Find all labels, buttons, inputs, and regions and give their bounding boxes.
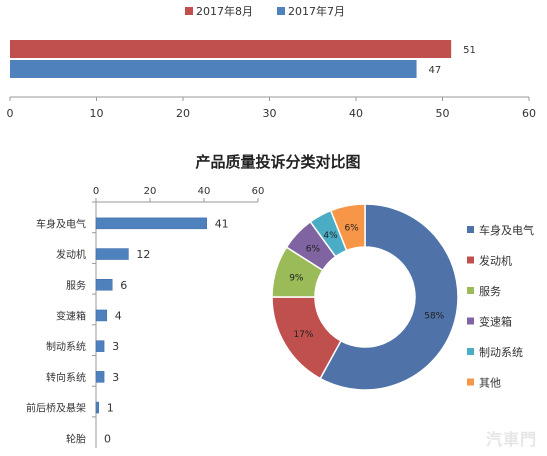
bar-3 (95, 309, 108, 322)
value-label-2: 6 (120, 279, 127, 292)
category-label-0: 车身及电气 (36, 217, 86, 230)
legend-label-5: 其他 (479, 377, 501, 390)
legend-swatch-0 (185, 7, 193, 15)
bar-5 (95, 371, 105, 383)
legend-swatch-0 (467, 226, 474, 233)
chart-title: 产品质量投诉分类对比图 (195, 153, 360, 171)
complaint-donut-chart: 58%17%9%6%4%6% (271, 203, 459, 391)
watermark-logo: 汽車門 (485, 430, 537, 449)
donut-label-1: 17% (293, 330, 313, 340)
donut-slice-0 (319, 203, 459, 391)
legend-label-4: 制动系统 (479, 346, 523, 359)
legend-swatch-4 (467, 348, 474, 355)
x-tick-label-3: 30 (263, 107, 277, 120)
donut-label-2: 9% (289, 274, 304, 284)
value-label-5: 3 (112, 371, 119, 384)
category-label-7: 轮胎 (66, 432, 86, 445)
bar-1 (10, 60, 417, 78)
value-label-1: 12 (136, 248, 150, 261)
category-label-1: 发动机 (56, 248, 86, 261)
legend-label-1: 发动机 (479, 254, 512, 268)
category-label-2: 服务 (66, 279, 86, 292)
legend-label-2: 服务 (479, 285, 501, 298)
value-label-6: 1 (107, 402, 114, 415)
bar-6 (95, 401, 99, 414)
x-tick-label-5: 50 (436, 107, 450, 120)
complaint-bar-chart: 0 20 40 60 车身及电气 41 发动机 12 服务 6 变速箱 4 制动系统 3 转向系统 3 前后桥及… (26, 186, 264, 448)
bar-1 (95, 248, 129, 260)
bar-0 (95, 217, 207, 230)
top-tick-label-1: 20 (144, 186, 157, 197)
legend-swatch-3 (467, 317, 474, 325)
category-label-5: 转向系统 (46, 371, 86, 384)
category-label-3: 变速箱 (56, 309, 86, 322)
donut-label-3: 6% (306, 245, 321, 255)
x-tick-label-6: 60 (522, 107, 536, 120)
x-tick-label-0: 0 (7, 107, 14, 120)
value-label-7: 0 (104, 432, 111, 445)
top-tick-label-2: 40 (198, 186, 211, 197)
donut-slice-5 (329, 203, 366, 252)
x-tick-label-4: 40 (349, 107, 363, 120)
legend-swatch-1 (277, 7, 285, 15)
legend-swatch-1 (467, 256, 474, 264)
donut-label-0: 58% (424, 311, 444, 321)
x-tick-label-2: 20 (176, 107, 190, 120)
bar-label-0: 51 (463, 45, 476, 56)
legend-label-0: 2017年8月 (196, 4, 253, 18)
category-label-6: 前后桥及悬架 (26, 402, 86, 415)
top-bar-chart: 2017年8月 2017年7月 51 47 0 10 20 30 40 50 60 (7, 4, 537, 120)
bar-2 (95, 279, 113, 291)
legend-label-3: 变速箱 (479, 315, 512, 329)
legend-label-1: 2017年7月 (288, 4, 345, 18)
bar-label-1: 47 (429, 65, 442, 76)
bar-0 (10, 40, 452, 58)
value-label-3: 4 (115, 309, 122, 322)
value-label-0: 41 (215, 217, 229, 230)
category-label-4: 制动系统 (46, 340, 86, 353)
legend-swatch-2 (467, 287, 474, 294)
donut-label-5: 6% (344, 223, 359, 233)
donut-label-4: 4% (323, 231, 338, 241)
bar-4 (95, 340, 105, 352)
legend-label-0: 车身及电气 (479, 223, 534, 237)
x-tick-label-1: 10 (90, 107, 104, 120)
value-label-4: 3 (112, 340, 119, 353)
top-tick-label-3: 60 (252, 186, 265, 197)
legend-swatch-5 (467, 378, 474, 386)
top-tick-label-0: 0 (93, 186, 99, 197)
